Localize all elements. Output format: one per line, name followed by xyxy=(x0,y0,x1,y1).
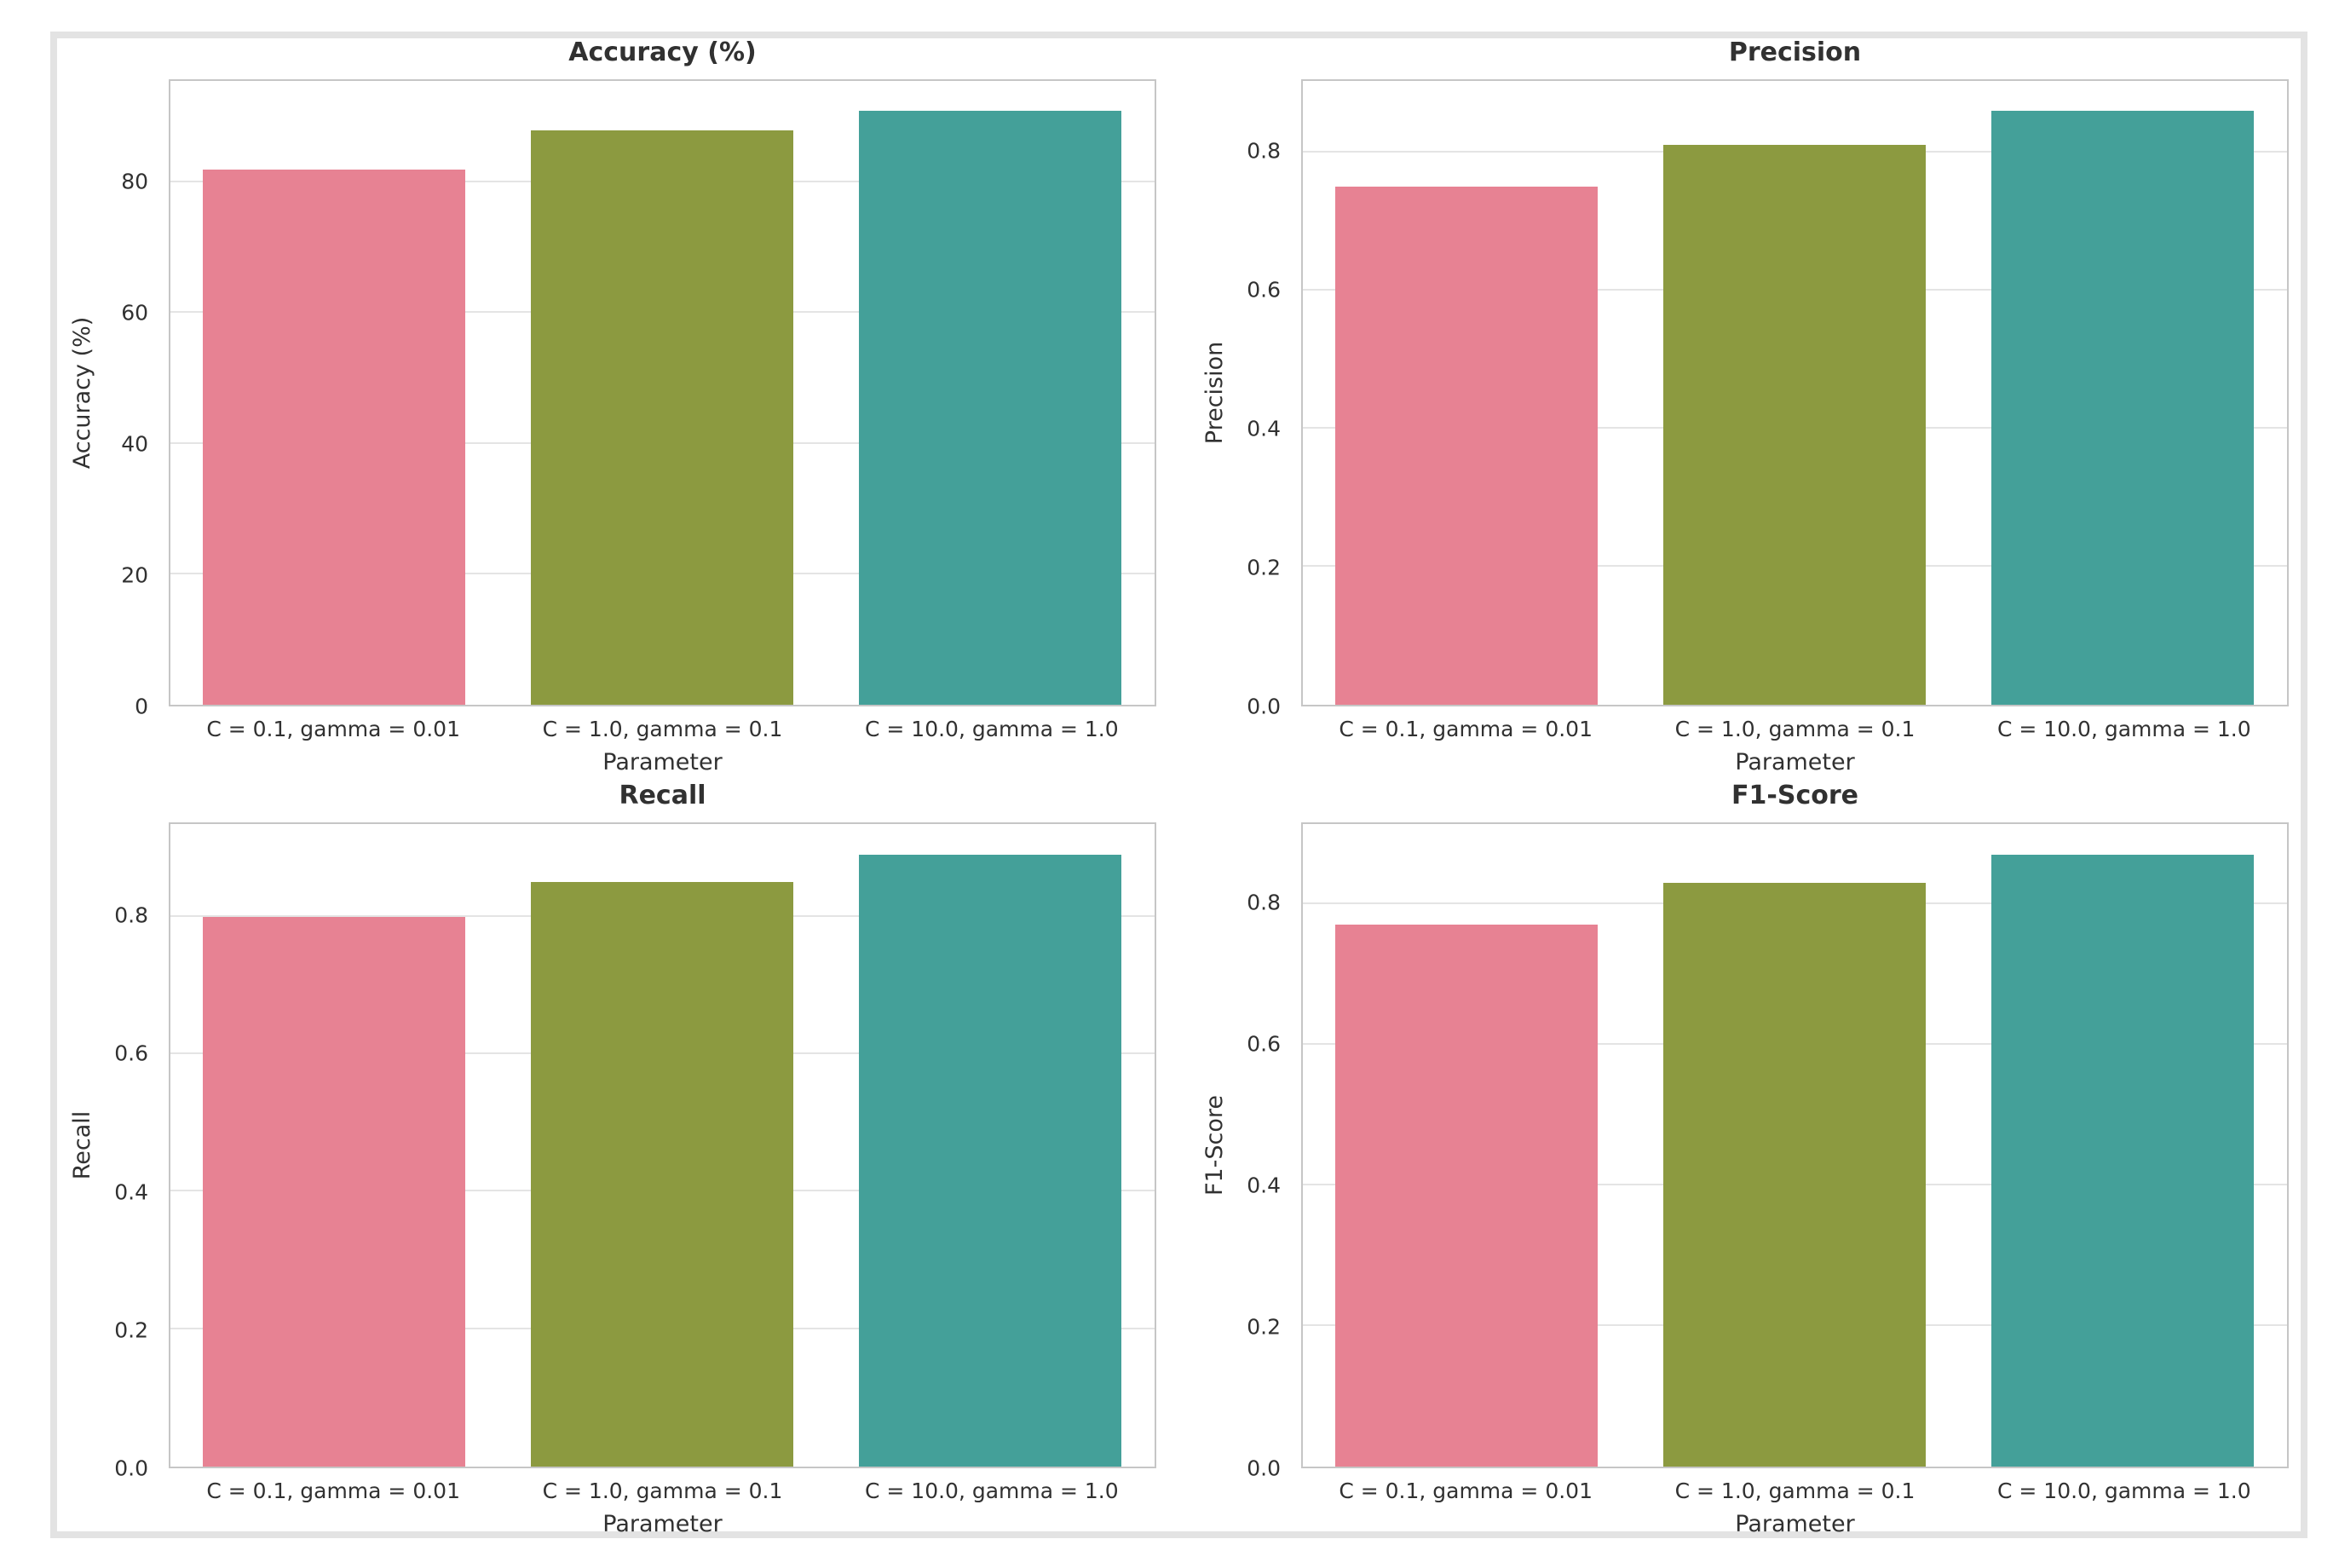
y-tick-label: 0.4 xyxy=(1247,416,1281,441)
x-tick-label: C = 10.0, gamma = 1.0 xyxy=(1996,717,2251,741)
y-tick-label: 0.6 xyxy=(1247,277,1281,303)
x-tick-label: C = 1.0, gamma = 0.1 xyxy=(1674,717,1916,741)
bar xyxy=(531,882,794,1467)
y-axis-label: Recall xyxy=(69,1110,95,1180)
bar xyxy=(203,916,466,1467)
subplot-accuracy: Accuracy (%) Accuracy (%) Parameter 0 20 4… xyxy=(69,37,1156,775)
x-axis-label: Parameter xyxy=(602,1511,723,1537)
plot-area xyxy=(1301,822,2289,1468)
x-tick-label: C = 1.0, gamma = 0.1 xyxy=(542,1479,783,1503)
y-axis-label: F1-Score xyxy=(1201,1094,1228,1196)
y-axis-label: Precision xyxy=(1201,341,1228,445)
bar xyxy=(1335,187,1599,705)
bar xyxy=(859,110,1122,705)
x-tick-label: C = 10.0, gamma = 1.0 xyxy=(864,717,1119,741)
x-axis-label: Parameter xyxy=(602,749,723,775)
bar xyxy=(1335,925,1599,1467)
y-tick-label: 60 xyxy=(121,300,148,326)
bar xyxy=(1991,110,2255,705)
x-axis-label: Parameter xyxy=(1735,1511,1855,1537)
y-tick-label: 0 xyxy=(135,694,148,719)
y-tick-label: 0.8 xyxy=(1247,890,1281,915)
bar xyxy=(531,130,794,705)
y-tick-label: 0.0 xyxy=(114,1456,148,1481)
chart-title: Precision xyxy=(1728,37,1862,67)
y-tick-label: 40 xyxy=(121,431,148,457)
bar xyxy=(859,854,1122,1467)
chart-title: Accuracy (%) xyxy=(568,37,757,67)
x-tick-label: C = 1.0, gamma = 0.1 xyxy=(542,717,783,741)
bar xyxy=(203,169,466,705)
x-tick-label: C = 0.1, gamma = 0.01 xyxy=(206,1479,460,1503)
chart-title: Recall xyxy=(619,781,706,810)
bar xyxy=(1663,145,1927,705)
subplot-recall: Recall Recall Parameter 0.0 0.2 0.4 0.6 0.8 C… xyxy=(69,781,1156,1537)
y-tick-label: 0.4 xyxy=(114,1179,148,1205)
y-tick-label: 0.2 xyxy=(114,1317,148,1343)
x-tick-label: C = 0.1, gamma = 0.01 xyxy=(206,717,460,741)
x-tick-label: C = 0.1, gamma = 0.01 xyxy=(1339,1479,1593,1503)
x-tick-label: C = 0.1, gamma = 0.01 xyxy=(1339,717,1593,741)
y-tick-label: 0.0 xyxy=(1247,1456,1281,1481)
y-tick-label: 20 xyxy=(121,562,148,588)
y-tick-label: 0.6 xyxy=(1247,1031,1281,1057)
y-tick-label: 0.8 xyxy=(114,902,148,928)
y-tick-label: 0.8 xyxy=(1247,138,1281,164)
chart-title: F1-Score xyxy=(1731,781,1858,810)
x-tick-label: C = 10.0, gamma = 1.0 xyxy=(1996,1479,2251,1503)
subplot-f1-score: F1-Score F1-Score Parameter 0.0 0.2 0.4 0.6… xyxy=(1201,781,2289,1537)
x-tick-label: C = 1.0, gamma = 0.1 xyxy=(1674,1479,1916,1503)
x-axis-label: Parameter xyxy=(1735,749,1855,775)
y-tick-label: 0.6 xyxy=(114,1041,148,1066)
y-tick-label: 80 xyxy=(121,169,148,194)
y-tick-label: 0.2 xyxy=(1247,555,1281,580)
bar xyxy=(1663,882,1927,1467)
y-tick-label: 0.2 xyxy=(1247,1314,1281,1340)
subplot-precision: Precision Precision Parameter 0.0 0.2 0.4 0… xyxy=(1201,37,2289,775)
plot-area xyxy=(169,79,1156,706)
y-axis-label: Accuracy (%) xyxy=(69,316,95,470)
y-tick-label: 0.0 xyxy=(1247,694,1281,719)
bar xyxy=(1991,854,2255,1467)
y-tick-label: 0.4 xyxy=(1247,1173,1281,1198)
plot-area xyxy=(1301,79,2289,706)
x-tick-label: C = 10.0, gamma = 1.0 xyxy=(864,1479,1119,1503)
plot-area xyxy=(169,822,1156,1468)
